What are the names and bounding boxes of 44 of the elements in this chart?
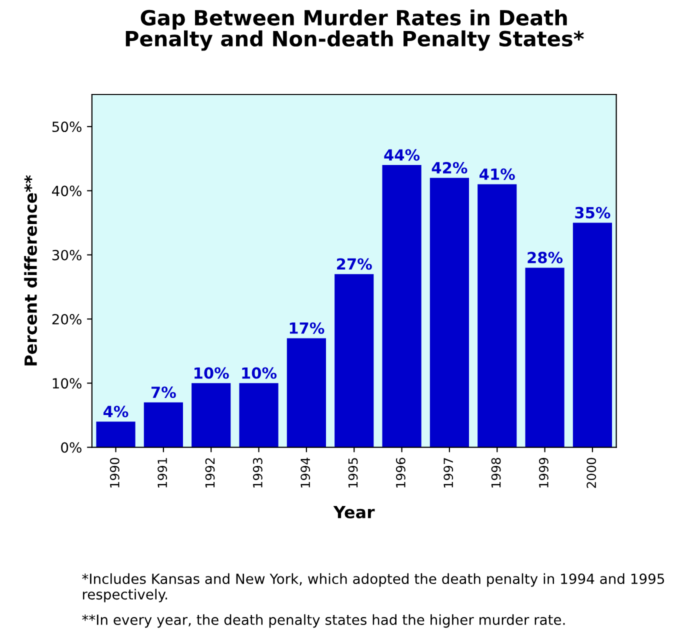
x-tick-label: 1994	[300, 458, 310, 488]
y-axis-title: Percent difference**	[24, 175, 37, 366]
x-tick-label: 1993	[252, 458, 262, 488]
y-tick-label: 10%	[52, 378, 82, 389]
x-axis-title: Year	[333, 506, 375, 518]
x-tick-label: 1990	[110, 458, 120, 488]
data-label: 35%	[575, 206, 610, 218]
x-tick-label: 1998	[491, 458, 501, 488]
bar	[382, 165, 422, 448]
data-label: 7%	[151, 386, 176, 398]
x-tick-label: 2000	[586, 458, 596, 488]
text: *Includes Kansas and New York, which adopted the death penalty in 1994 and 1995 respectively.	[82, 573, 664, 602]
x-tick-label: 1995	[348, 458, 358, 488]
bar	[334, 274, 374, 448]
x-tick-label: 1997	[444, 458, 454, 488]
bar	[239, 383, 278, 448]
x-tick-label: 1992	[205, 458, 215, 488]
bar	[430, 178, 470, 448]
data-label: 10%	[194, 367, 229, 379]
bar	[525, 268, 564, 448]
data-label: 10%	[242, 367, 277, 379]
bar	[192, 383, 231, 448]
bar	[572, 222, 612, 448]
y-tick-label: 30%	[52, 250, 82, 260]
data-label: 28%	[528, 252, 563, 264]
x-tick-label: 1996	[396, 458, 406, 488]
data-label: 41%	[480, 168, 515, 180]
data-label: 4%	[103, 406, 128, 418]
bar	[478, 184, 517, 448]
x-tick-label: 1999	[538, 458, 548, 488]
y-tick-label: 50%	[52, 122, 82, 132]
y-tick-label: 20%	[52, 314, 82, 324]
data-label: 27%	[337, 258, 372, 270]
bar	[286, 338, 326, 448]
y-tick-label: 0%	[61, 442, 82, 453]
bar	[144, 402, 183, 448]
bar	[96, 422, 136, 448]
chart-title: Gap Between Murder Rates in Death Penalty and Non-death Penalty States*	[126, 9, 584, 51]
data-label: 42%	[432, 162, 468, 174]
text: **In every year, the death penalty states had the higher murder rate.	[82, 614, 565, 628]
y-tick-label: 40%	[52, 186, 82, 196]
data-label: 17%	[290, 322, 324, 334]
x-tick-label: 1991	[158, 458, 168, 488]
data-label: 44%	[384, 149, 420, 161]
